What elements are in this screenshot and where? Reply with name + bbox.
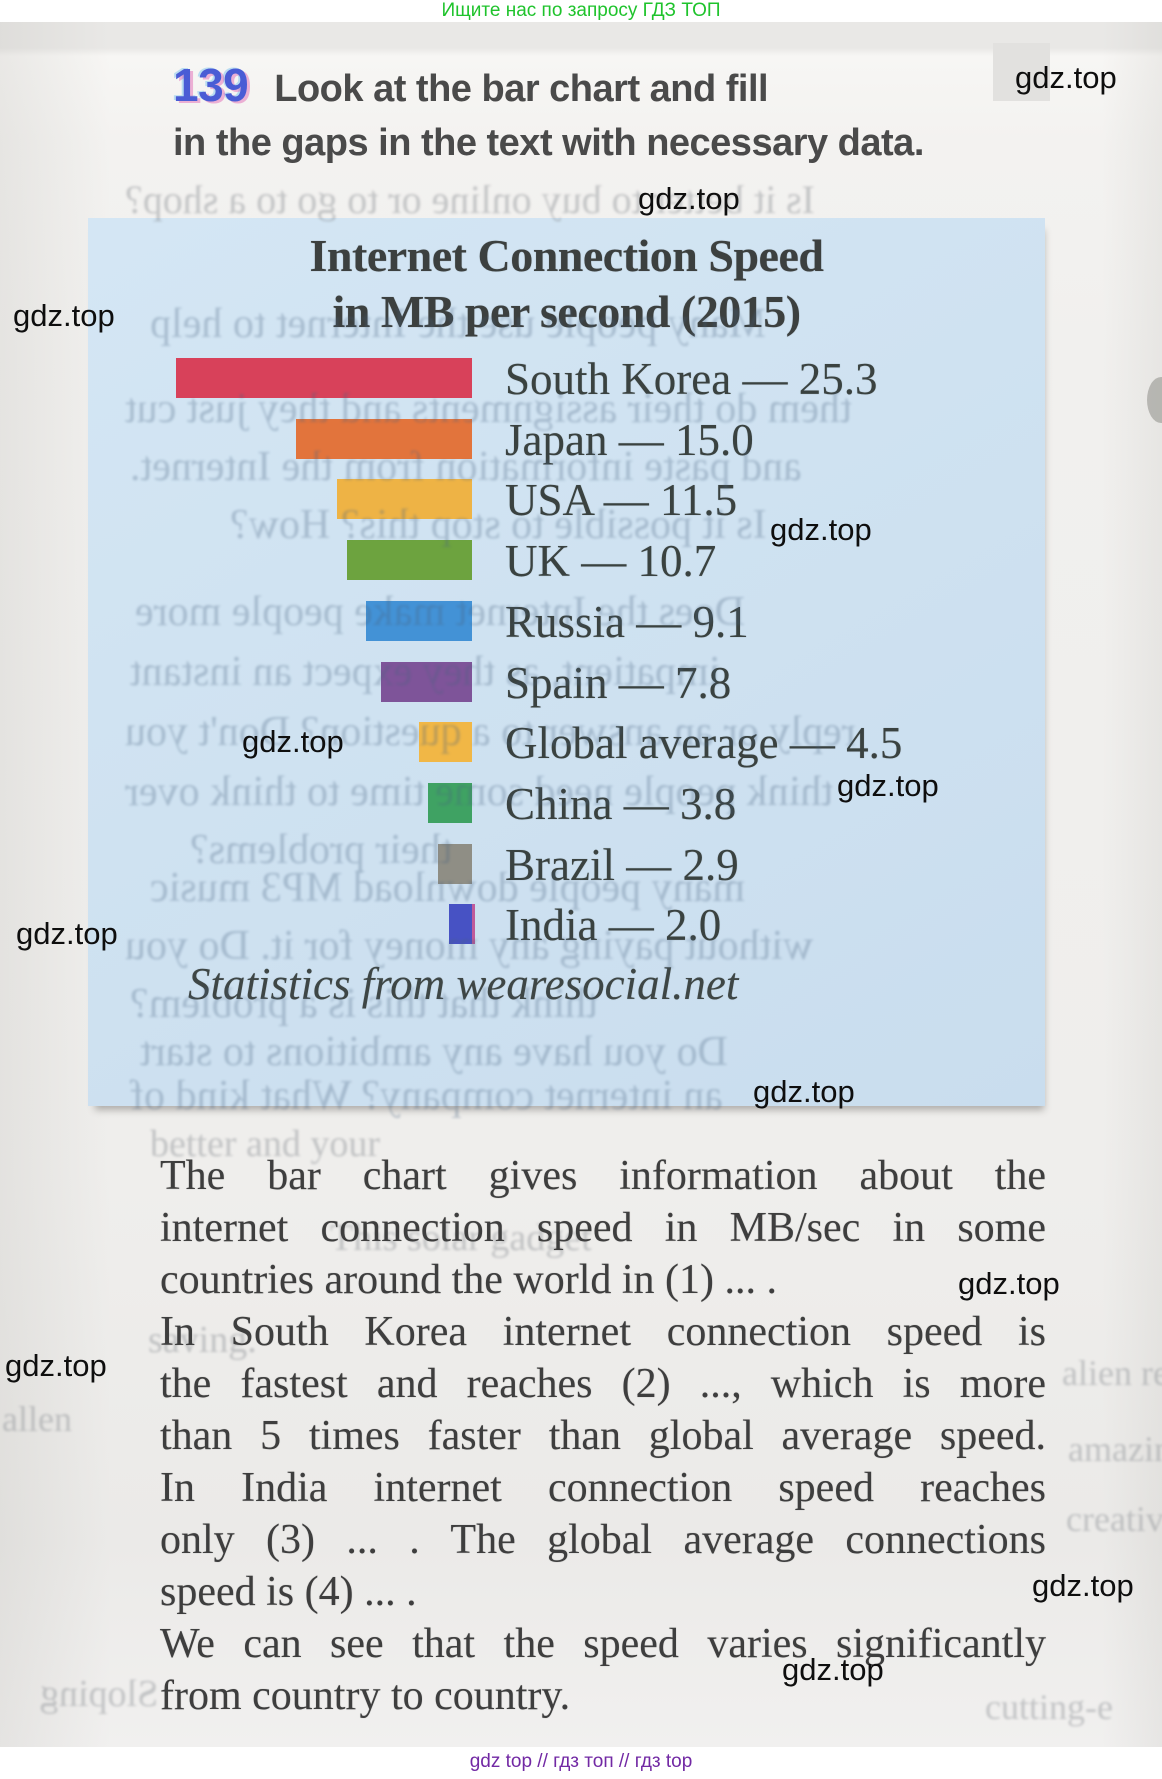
bleed-through-text: better and your [150, 1123, 381, 1165]
bleed-through-text: Is it possible to stop this? How? [230, 502, 767, 548]
bleed-through-text: think that this is a problem? [130, 981, 598, 1027]
bar-global-average [419, 722, 472, 762]
bar-row: Spain — 7.8 [88, 658, 1045, 708]
exercise-heading: 139 Look at the bar chart and fill in the… [173, 62, 924, 166]
gdz-watermark: gdz.top [16, 916, 118, 951]
bar-china [428, 783, 472, 823]
paragraph-line: from country to country. [160, 1673, 571, 1719]
bleed-through-text: Does the Internet make people more [135, 589, 745, 635]
bar-label: Global average — 4.5 [505, 718, 903, 768]
bleed-through-text: Many people use the Internet to help [150, 301, 766, 347]
bleed-through-text: them do their assignments and they just … [125, 386, 852, 432]
bar-chart: Internet Connection Speed in MB per seco… [88, 218, 1045, 1106]
bar-label: Spain — 7.8 [505, 658, 732, 708]
paragraph-line: the fastest and reaches (2) ..., which i… [160, 1361, 1046, 1407]
bleed-through-text: without paying any money for it. Do you [125, 923, 814, 969]
bleed-through-text: alien rel- [1062, 1353, 1162, 1393]
bar-label: UK — 10.7 [505, 536, 717, 586]
bar-label: Japan — 15.0 [505, 415, 754, 465]
bar-label: Brazil — 2.9 [505, 840, 739, 890]
paragraph-line: internet connection speed in MB/sec in s… [160, 1205, 1046, 1251]
site-search-hint-text: Ищите нас по запросу ГДЗ ТОП [441, 0, 721, 21]
bleed-through-text: cutting-e [985, 1687, 1113, 1727]
bar-row: UK — 10.7 [88, 536, 1045, 586]
bar-brazil [438, 844, 472, 884]
gdz-watermark: gdz.top [837, 768, 939, 803]
gdz-watermark: gdz.top [782, 1652, 884, 1687]
bar-row: Brazil — 2.9 [88, 840, 1045, 890]
bar-row: South Korea — 25.3 [88, 354, 1045, 404]
bleed-through-text: creative [1066, 1499, 1162, 1539]
bar-row: Global average — 4.5 [88, 718, 1045, 768]
chart-title-line2: in MB per second (2015) [332, 286, 801, 337]
bleed-through-text: Sloping [40, 1673, 159, 1715]
bleed-through-text: saving. [148, 1319, 257, 1361]
bleed-through-text: Do you have any ambitions to start [140, 1029, 728, 1075]
paragraph-line: than 5 times faster than global average … [160, 1413, 1046, 1459]
chart-source-note: Statistics from wearesocial.net [188, 959, 739, 1009]
bar-row: Russia — 9.1 [88, 597, 1045, 647]
scan-artifact-square [993, 43, 1050, 101]
chart-title: Internet Connection Speed in MB per seco… [88, 228, 1045, 340]
bar-row: Japan — 15.0 [88, 415, 1045, 465]
paragraph-line: We can see that the speed varies signifi… [160, 1621, 1046, 1667]
page-scan: 139 Look at the bar chart and fill in the… [0, 22, 1162, 1747]
gdz-watermark: gdz.top [242, 724, 344, 759]
exercise-number: 139 [173, 59, 249, 111]
gdz-watermark: gdz.top [770, 512, 872, 547]
exercise-instruction-line2: in the gaps in the text with necessary d… [173, 122, 924, 164]
paragraph-line: only (3) ... . The global average connec… [160, 1517, 1046, 1563]
site-footer-banner: gdz top // гдз топ // гдз top [0, 1747, 1162, 1779]
bar-row: USA — 11.5 [88, 475, 1045, 525]
bleed-through-text: This solar gadget [330, 1217, 592, 1259]
bar-label: China — 3.8 [505, 779, 737, 829]
bleed-through-text: reply or an answer to a question? Don't … [125, 709, 856, 755]
bar-label: India — 2.0 [505, 900, 722, 950]
chart-title-line1: Internet Connection Speed [309, 230, 824, 281]
exercise-instruction-line1: Look at the bar chart and fill [274, 68, 769, 110]
bleed-through-text: impatient, as they expect an instant [130, 649, 721, 695]
bar-label: South Korea — 25.3 [505, 354, 878, 404]
gdz-watermark: gdz.top [1015, 60, 1117, 95]
gap-fill-text: The bar chart gives information about th… [160, 1150, 1046, 1722]
bar-label: USA — 11.5 [505, 475, 738, 525]
gdz-watermark: gdz.top [753, 1074, 855, 1109]
bleed-through-text: allen [2, 1399, 72, 1439]
site-footer-text: gdz top // гдз топ // гдз top [469, 1751, 693, 1772]
bar-spain [381, 662, 472, 702]
bar-japan [296, 419, 472, 459]
gdz-watermark: gdz.top [5, 1348, 107, 1383]
bleed-through-text: an internet company? What kind of [130, 1073, 723, 1119]
gdz-watermark: gdz.top [13, 298, 115, 333]
bar-row: China — 3.8 [88, 779, 1045, 829]
bar-label: Russia — 9.1 [505, 597, 749, 647]
bleed-through-text: and paste information from the Internet. [130, 444, 802, 490]
bar-russia [366, 601, 472, 641]
page-edge-notch [1147, 377, 1162, 423]
paragraph-line: countries around the world in (1) ... . [160, 1257, 778, 1303]
bar-south-korea [176, 358, 472, 398]
bleed-through-text: amazing [1068, 1429, 1162, 1469]
bar-uk [347, 540, 472, 580]
exercise-heading-line1: 139 Look at the bar chart and fill [173, 62, 924, 112]
bleed-through-text: think people need some time to think ove… [125, 769, 834, 815]
bleed-through-text: many people download MP3 music [150, 865, 745, 911]
paragraph-line: The bar chart gives information about th… [160, 1153, 1046, 1199]
bar-india [449, 904, 472, 944]
site-search-hint-banner: Ищите нас по запросу ГДЗ ТОП [0, 0, 1162, 22]
gdz-watermark: gdz.top [638, 181, 740, 216]
bar-usa [337, 479, 472, 519]
paragraph-line: In India internet connection speed reach… [160, 1465, 1046, 1511]
gdz-watermark: gdz.top [958, 1266, 1060, 1301]
gdz-watermark: gdz.top [1032, 1568, 1134, 1603]
paragraph-line: In South Korea internet connection speed… [160, 1309, 1046, 1355]
bar-row: India — 2.0 [88, 900, 1045, 950]
paragraph-line: speed is (4) ... . [160, 1569, 417, 1615]
